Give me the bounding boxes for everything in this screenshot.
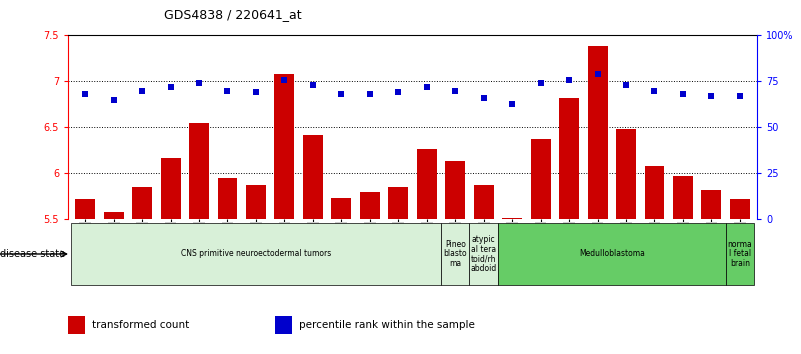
Bar <box>498 223 726 285</box>
Bar <box>502 218 522 219</box>
Bar <box>702 190 722 219</box>
Bar <box>103 212 123 219</box>
Text: disease state: disease state <box>0 249 65 259</box>
Bar <box>189 123 209 219</box>
Text: percentile rank within the sample: percentile rank within the sample <box>299 320 475 330</box>
Bar <box>559 98 579 219</box>
Bar <box>71 223 441 285</box>
Bar <box>441 223 469 285</box>
Bar <box>469 223 498 285</box>
Bar <box>530 139 550 219</box>
Bar <box>303 135 323 219</box>
Bar <box>132 187 152 219</box>
Text: atypic
al tera
toid/rh
abdoid: atypic al tera toid/rh abdoid <box>470 235 497 273</box>
Bar <box>160 158 180 219</box>
Bar <box>388 187 409 219</box>
Bar <box>68 316 85 334</box>
Bar <box>275 74 295 219</box>
Bar <box>332 198 352 219</box>
Bar <box>726 223 754 285</box>
Text: Pineo
blasto
ma: Pineo blasto ma <box>444 240 467 268</box>
Text: Medulloblastoma: Medulloblastoma <box>579 250 645 258</box>
Bar <box>246 184 266 219</box>
Bar <box>445 161 465 219</box>
Text: GDS4838 / 220641_at: GDS4838 / 220641_at <box>164 8 302 21</box>
Bar <box>275 316 292 334</box>
Text: transformed count: transformed count <box>92 320 190 330</box>
Bar <box>616 129 636 219</box>
Text: CNS primitive neuroectodermal tumors: CNS primitive neuroectodermal tumors <box>181 250 331 258</box>
Bar <box>730 199 750 219</box>
Bar <box>218 178 237 219</box>
Bar <box>645 166 665 219</box>
Bar <box>75 199 95 219</box>
Bar <box>417 149 437 219</box>
Bar <box>360 192 380 219</box>
Text: norma
l fetal
brain: norma l fetal brain <box>727 240 752 268</box>
Bar <box>673 176 693 219</box>
Bar <box>588 46 607 219</box>
Bar <box>473 185 493 219</box>
